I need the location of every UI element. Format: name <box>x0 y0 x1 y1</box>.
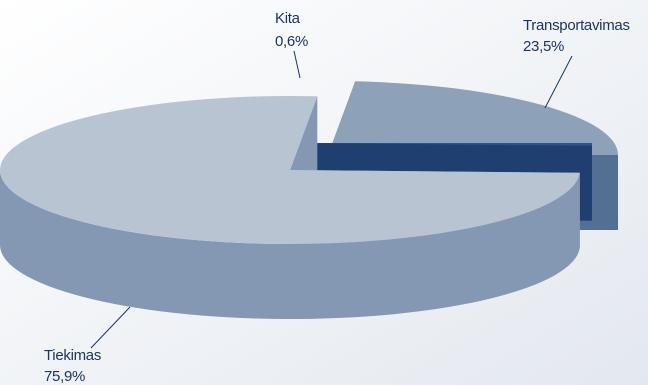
slice-top-kita <box>302 143 593 146</box>
label-kita-name: Kita <box>275 10 301 27</box>
leader-line-kita <box>293 50 301 79</box>
slice-top-transportavimas <box>328 81 618 155</box>
label-tiekimas-name: Tiekimas <box>44 347 101 364</box>
pie-slice-tiekimas <box>0 95 580 320</box>
label-kita-value: 0,6% <box>275 33 308 50</box>
label-tiekimas-value: 75,9% <box>44 368 85 385</box>
slice-side-tiekimas-0 <box>0 170 580 320</box>
leader-line-tiekimas <box>90 306 131 349</box>
slice-top-tiekimas <box>0 95 580 244</box>
leader-line-transportavimas <box>544 55 573 109</box>
label-transportavimas-value: 23,5% <box>523 38 564 55</box>
label-transportavimas-name: Transportavimas <box>523 17 630 34</box>
